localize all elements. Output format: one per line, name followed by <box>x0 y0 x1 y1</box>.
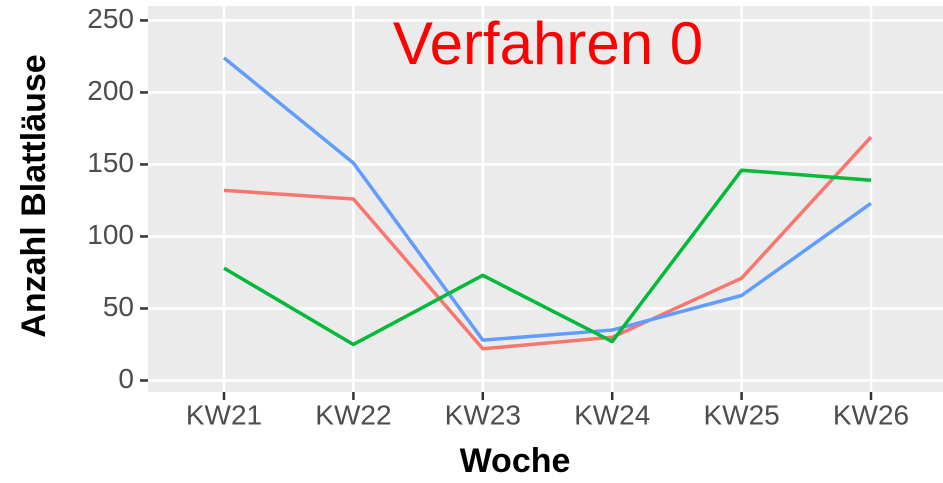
y-tick-label: 100 <box>87 219 134 250</box>
x-tick-label: KW22 <box>315 399 391 430</box>
x-tick-label: KW26 <box>833 399 909 430</box>
y-tick-label: 50 <box>103 291 134 322</box>
x-axis-label: Woche <box>460 442 571 480</box>
series-line <box>223 135 873 351</box>
y-tick-label: 0 <box>118 363 134 394</box>
y-axis-label: Anzahl Blattläuse <box>15 54 53 337</box>
y-tick-label: 250 <box>87 3 134 34</box>
chart-title: Verfahren 0 <box>393 10 703 77</box>
x-tick-label: KW23 <box>445 399 521 430</box>
series-line <box>222 56 873 342</box>
series-line <box>223 168 872 347</box>
x-tick-label: KW25 <box>703 399 779 430</box>
y-tick-label: 200 <box>87 75 134 106</box>
x-tick-label: KW24 <box>574 399 650 430</box>
panel <box>148 6 943 392</box>
y-tick-label: 150 <box>87 147 134 178</box>
x-tick-label: KW21 <box>186 399 262 430</box>
